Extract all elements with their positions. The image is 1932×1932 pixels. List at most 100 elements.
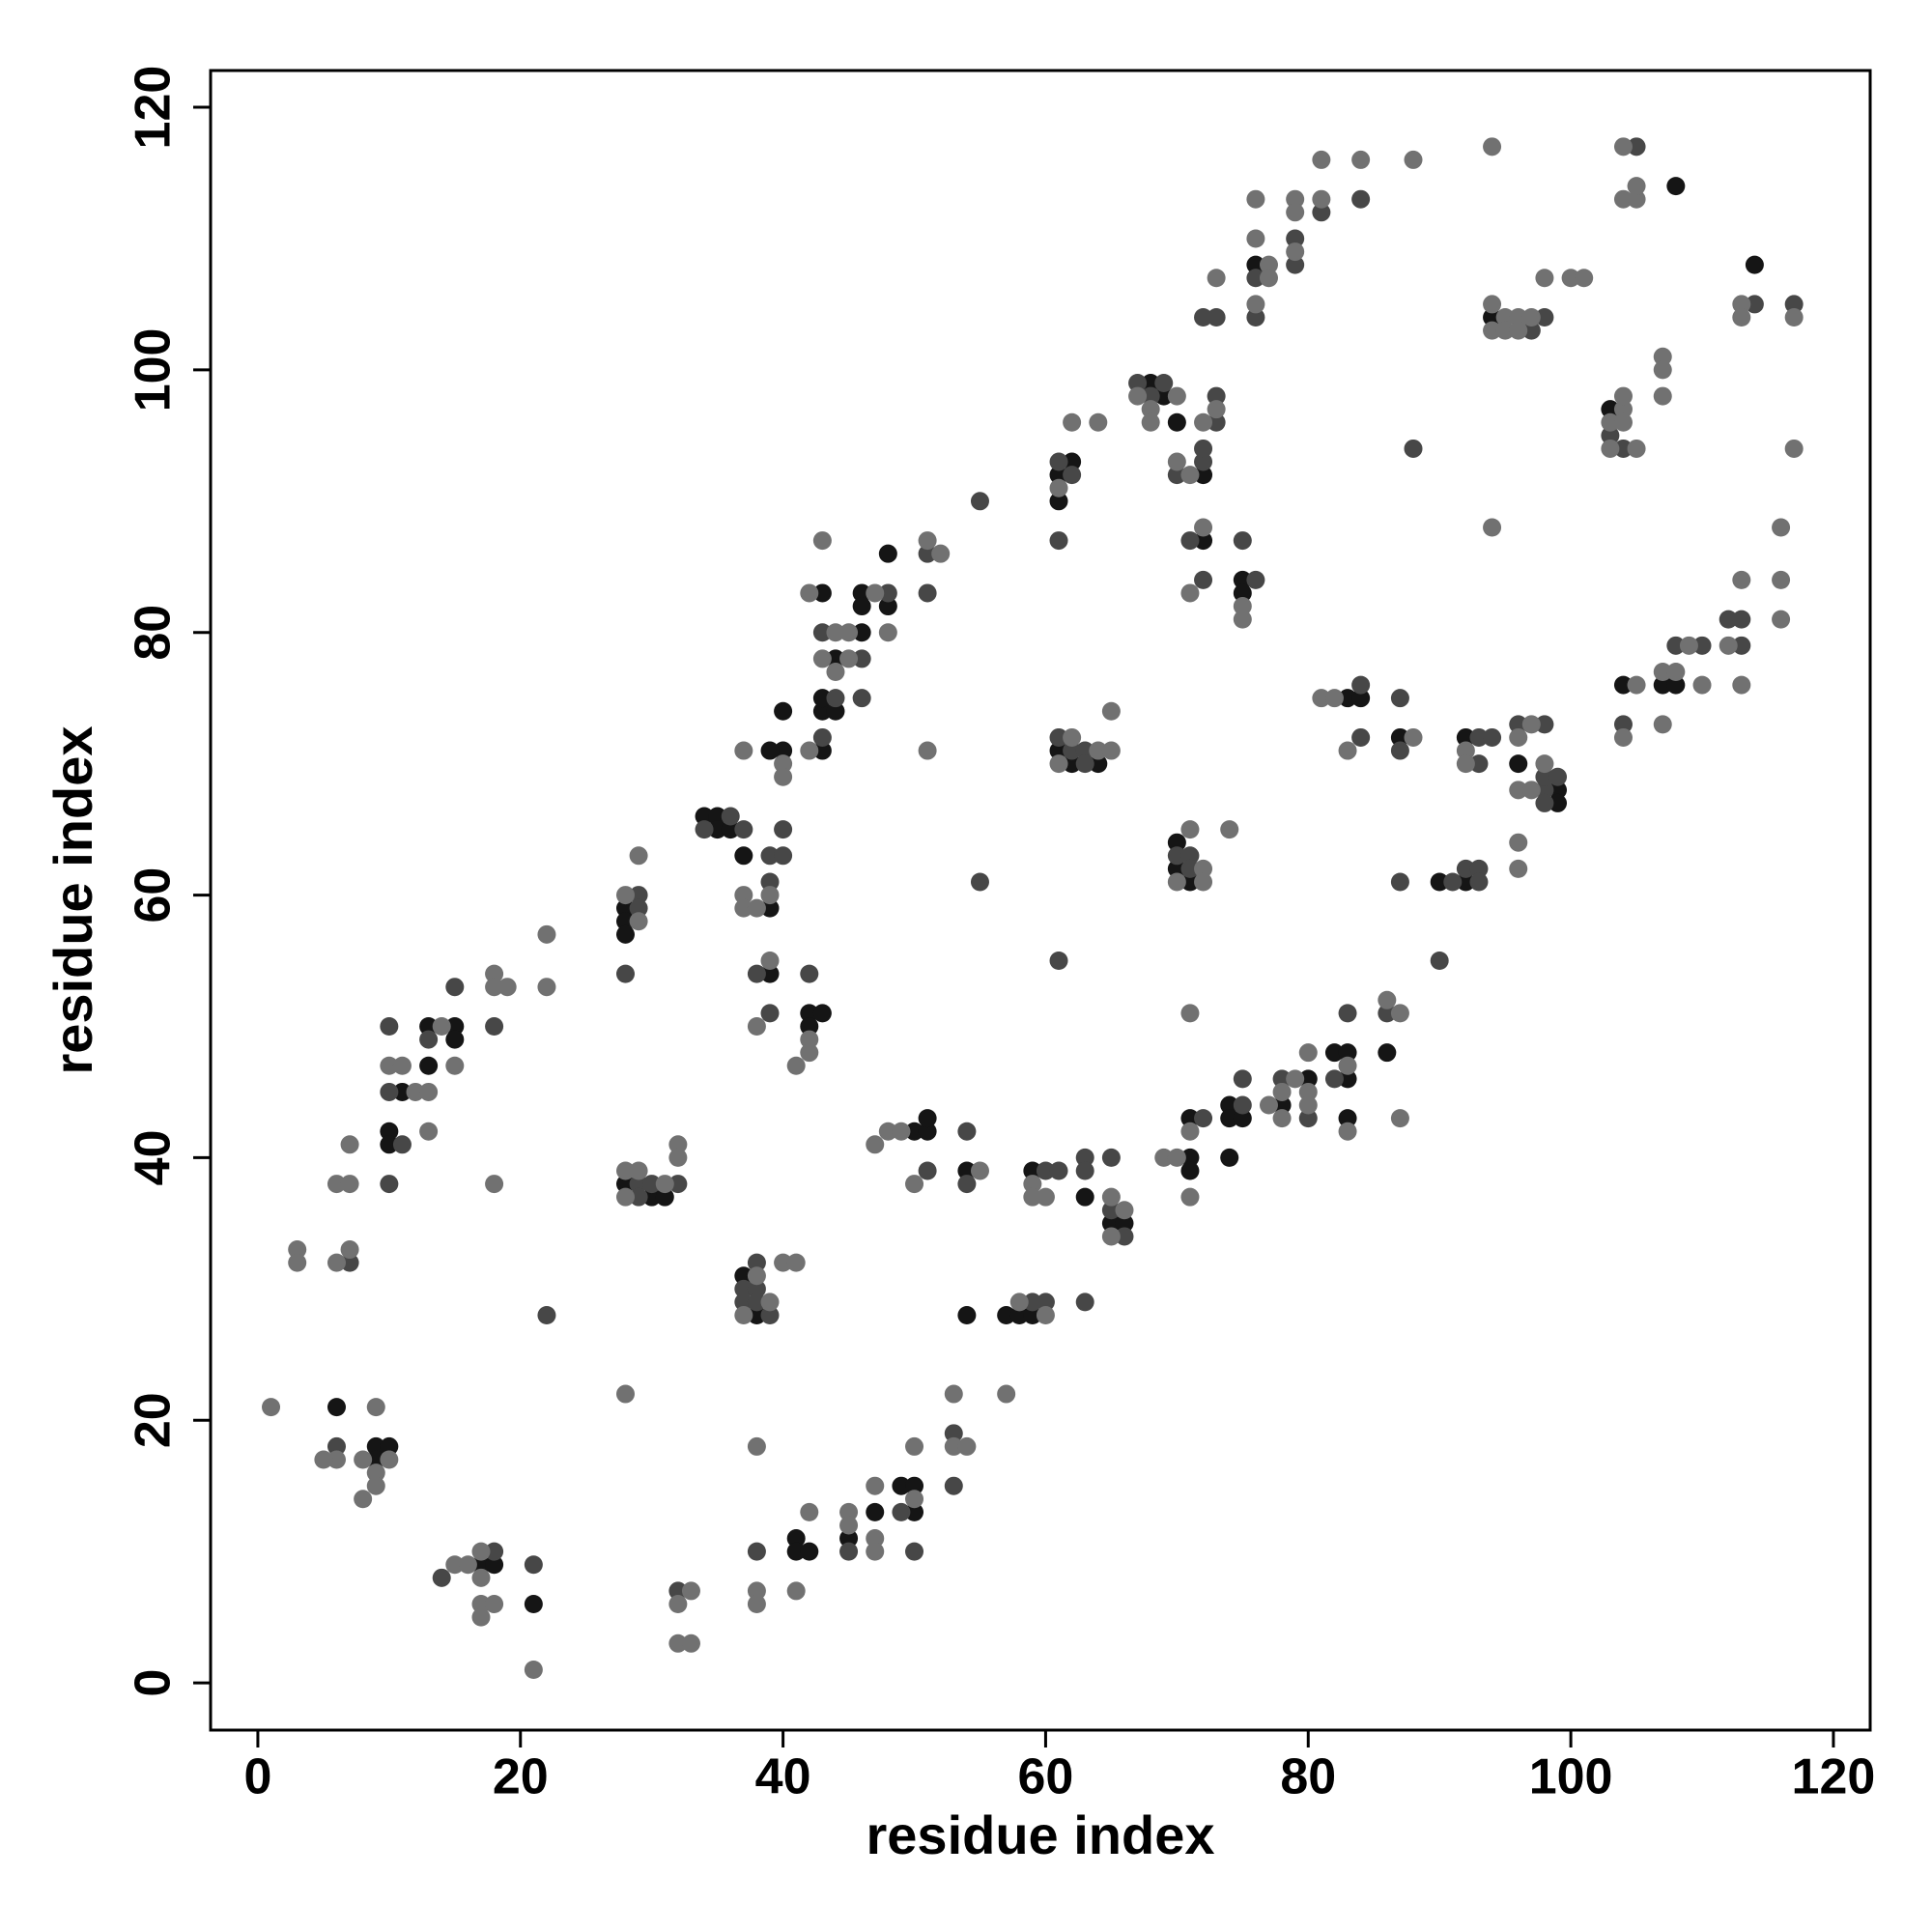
point [1509,321,1528,340]
point [1023,1175,1042,1194]
point [1601,400,1620,419]
point [1049,952,1068,971]
point [1063,754,1082,774]
point [1049,754,1068,774]
point [944,1384,963,1404]
point [1259,269,1278,288]
point [616,1384,635,1404]
point [1784,439,1804,458]
point [878,1122,897,1141]
point [800,741,819,760]
point [1246,308,1265,327]
point [1194,308,1213,327]
point [1378,1004,1397,1023]
point [1338,1043,1357,1063]
point [1324,689,1344,708]
point [721,807,740,826]
point [1075,1161,1094,1180]
point [1324,1069,1344,1089]
point [1653,360,1672,380]
point [445,1555,465,1575]
point [1390,872,1409,892]
point [1036,1306,1055,1324]
point [314,1450,333,1469]
point [1535,308,1554,327]
point [1049,727,1068,747]
point [1298,1082,1318,1101]
point [747,1253,766,1272]
point [1154,373,1174,392]
point [1220,1148,1239,1167]
point [970,1161,989,1180]
point [1745,295,1764,314]
point [419,1056,439,1075]
point [1653,663,1672,682]
point [1180,1122,1200,1141]
point [839,623,859,642]
point [1298,1109,1318,1128]
point [1246,570,1265,589]
point [734,898,753,918]
point [747,1436,766,1456]
point [1101,1187,1121,1207]
point [1627,177,1646,196]
point [1378,990,1397,1009]
point [760,1293,780,1312]
point [812,689,832,708]
point [642,1187,662,1207]
point [1049,452,1068,471]
point [471,1542,491,1561]
point [1063,452,1082,471]
point [1521,781,1541,800]
point [944,1436,963,1456]
point [944,1476,963,1495]
point [1167,846,1186,866]
point [1194,531,1213,551]
point [1063,741,1082,760]
point [1627,189,1646,209]
point [668,1581,688,1601]
point [866,1476,885,1495]
point [826,663,845,682]
point [406,1082,425,1101]
point [1601,412,1620,432]
point [878,544,897,563]
point [747,1542,766,1561]
point [1351,189,1371,209]
x-axis-title: residue index [866,1804,1214,1865]
point [695,807,714,826]
point [1469,872,1489,892]
point [1456,754,1475,774]
point [852,597,871,616]
point [1220,820,1239,839]
point [616,886,635,905]
point [1772,610,1791,629]
point [1390,1004,1409,1023]
point [1286,189,1305,209]
point [760,886,780,905]
point [747,1293,766,1312]
point [760,741,780,760]
point [392,1056,412,1075]
point [629,898,648,918]
point [734,1266,753,1286]
x-tick-label: 20 [493,1749,549,1805]
point [1233,570,1252,589]
point [1613,439,1633,458]
point [1049,741,1068,760]
point [1483,295,1502,314]
point [1180,846,1200,866]
point [786,1529,806,1548]
y-tick-label: 20 [126,1392,182,1448]
point [812,741,832,760]
point [1521,308,1541,327]
point [1692,636,1712,655]
point [774,767,793,786]
point [1312,203,1331,222]
point [747,1306,766,1324]
point [812,583,832,603]
point [786,1253,806,1272]
point [1220,1095,1239,1115]
point [1509,727,1528,747]
point [812,623,832,642]
